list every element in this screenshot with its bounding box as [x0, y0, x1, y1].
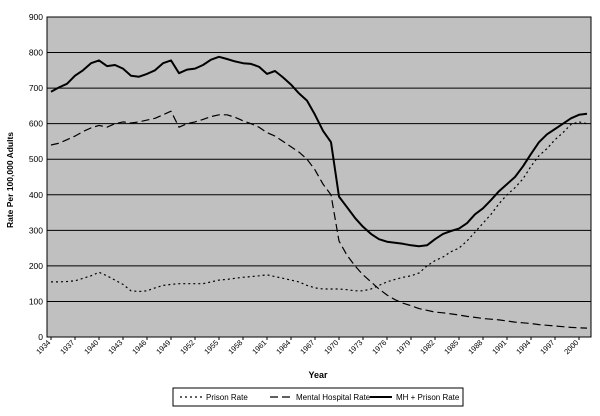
legend-label: MH + Prison Rate: [396, 393, 460, 402]
legend-label: Mental Hospital Rate: [296, 393, 371, 402]
y-tick-label: 100: [29, 296, 43, 306]
y-tick-label: 900: [29, 12, 43, 22]
series-line-3: [50, 55, 588, 248]
y-tick-label: 800: [29, 48, 43, 58]
legend-box: [172, 387, 464, 407]
legend-label: Prison Rate: [206, 393, 248, 402]
series-line-1: [51, 121, 588, 293]
series-lines: [50, 55, 588, 329]
series-line-2: [50, 110, 588, 329]
y-tick-label: 700: [29, 83, 43, 93]
y-axis-label: Rate Per 100,000 Adults: [5, 132, 15, 228]
y-tick-label: 600: [29, 119, 43, 129]
plot-area: [46, 16, 592, 338]
y-tick-label: 300: [29, 225, 43, 235]
y-tick-label: 400: [29, 190, 43, 200]
y-tick-label: 500: [29, 154, 43, 164]
legend: Prison Rate Mental Hospital Rate MH + Pris…: [172, 387, 464, 407]
y-tick-label: 0: [38, 332, 43, 342]
x-axis-label: Year: [308, 370, 328, 380]
y-axis-tick-labels: 0 100 200 300 400 500 600 700 800 900: [29, 12, 43, 342]
y-tick-label: 200: [29, 261, 43, 271]
